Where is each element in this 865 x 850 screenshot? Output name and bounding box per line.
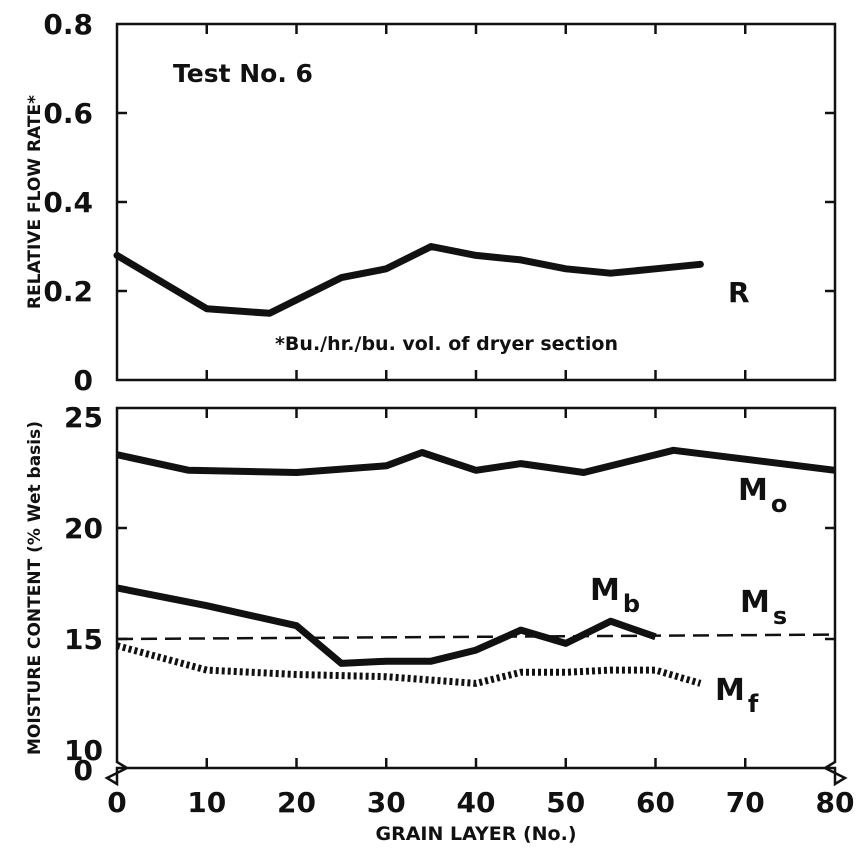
series-label-main: M (715, 673, 745, 708)
moisture-x-tick-label: 70 (726, 786, 765, 819)
flow-rate-y-axis-title: RELATIVE FLOW RATE* (25, 95, 45, 309)
series-line-Mb (116, 584, 657, 667)
series-label-subscript: o (771, 490, 788, 518)
moisture-x-axis-title: GRAIN LAYER (No.) (375, 823, 576, 845)
moisture-x-tick-label: 50 (546, 786, 585, 819)
moisture-y-axis-title: MOISTURE CONTENT (% Wet basis) (25, 421, 45, 755)
moisture-y-tick-label: 25 (64, 401, 103, 434)
moisture-y-tick-label: 15 (64, 623, 103, 656)
series-label-subscript: s (773, 602, 787, 630)
flow-rate-series: R (113, 243, 750, 317)
moisture-y-tick-label: 20 (64, 512, 103, 545)
flow-rate-x-ticks (205, 24, 747, 380)
series-line-Mo (116, 446, 836, 476)
moisture-axis-break-label: 0 (74, 754, 93, 787)
flow-rate-y-tick-label: 0.4 (43, 186, 93, 219)
flow-rate-y-tick-label: 0.2 (43, 275, 93, 308)
series-label-R: R (728, 276, 750, 309)
series-label-main: M (590, 573, 620, 608)
test-label: Test No. 6 (173, 59, 313, 88)
moisture-x-ticks: 0 10 20 30 40 50 60 70 80 (107, 408, 854, 819)
moisture-x-tick-label: 40 (457, 786, 496, 819)
series-line-Ms (116, 633, 836, 641)
series-label-subscript: f (748, 690, 759, 718)
moisture-x-tick-label: 10 (187, 786, 226, 819)
flow-rate-panel: 0 0.2 0.4 0.6 0.8 R Test No. 6 *Bu./hr./bu. … (25, 8, 837, 397)
moisture-x-tick-label: 20 (277, 786, 316, 819)
moisture-x-tick-label: 30 (367, 786, 406, 819)
moisture-plot-frame (104, 406, 848, 787)
series-line-Mf (116, 642, 702, 687)
flow-rate-y-tick-label: 0.6 (43, 97, 93, 130)
moisture-series (116, 446, 836, 687)
series-label-main: M (738, 473, 768, 508)
series-line-R (113, 243, 704, 317)
moisture-x-tick-label: 80 (816, 786, 855, 819)
moisture-x-tick-label: 60 (636, 786, 675, 819)
flow-rate-y-tick-label: 0.8 (43, 8, 93, 41)
flow-rate-footnote: *Bu./hr./bu. vol. of dryer section (275, 333, 618, 355)
flow-rate-y-ticks: 0 0.2 0.4 0.6 0.8 (43, 8, 835, 397)
moisture-y-tick-label: 10 (64, 734, 103, 767)
flow-rate-y-tick-label: 0 (74, 364, 93, 397)
series-label-main: M (740, 585, 770, 620)
series-label-subscript: b (623, 590, 640, 618)
moisture-x-tick-label: 0 (107, 786, 126, 819)
